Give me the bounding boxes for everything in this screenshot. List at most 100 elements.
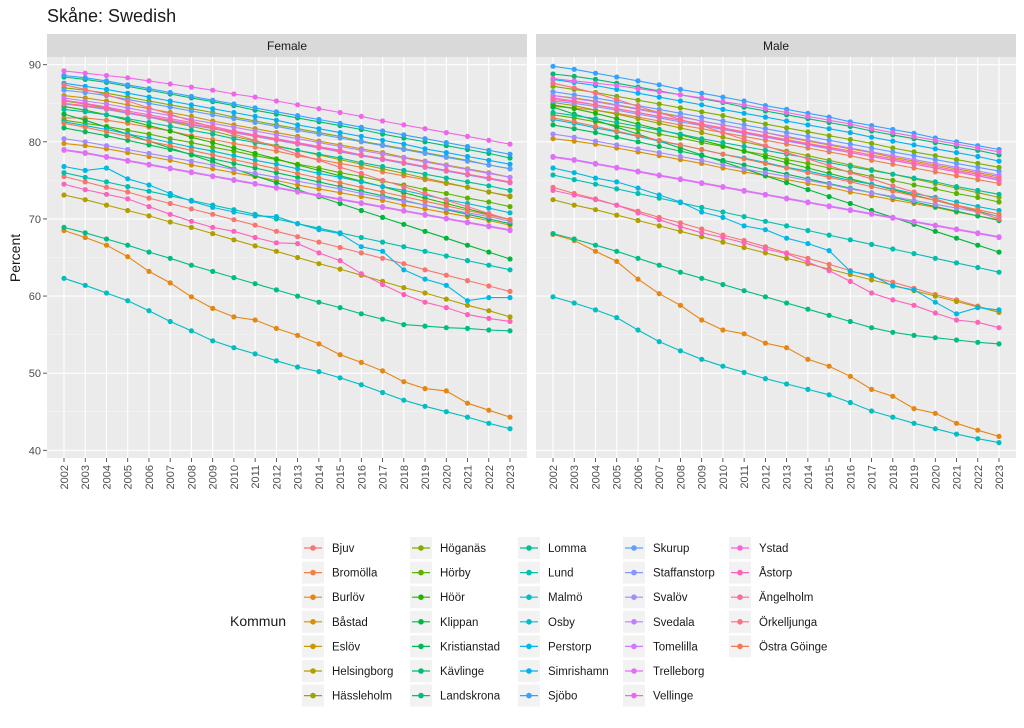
data-point — [996, 168, 1002, 174]
data-point — [869, 145, 875, 151]
data-point — [932, 410, 938, 416]
data-point — [911, 332, 917, 338]
facet-panel-male: Male 2002 2003 2004 2005 2006 2007 2008 2009 2010… — [536, 34, 1016, 489]
data-point — [656, 223, 662, 229]
x-tick-label: 2015 — [335, 465, 347, 489]
data-point — [337, 305, 343, 311]
data-point — [932, 255, 938, 261]
series-line-Höör — [63, 105, 511, 221]
data-point — [741, 156, 747, 162]
data-point — [762, 218, 769, 224]
x-tick-label: 2008 — [186, 465, 198, 489]
x-tick-label: 2012 — [760, 465, 772, 489]
data-point — [932, 293, 938, 299]
data-point — [273, 170, 279, 176]
data-point — [550, 76, 556, 82]
data-point — [380, 204, 386, 210]
data-point — [720, 113, 726, 119]
data-point — [996, 433, 1002, 439]
data-point — [890, 297, 896, 303]
series-line-Örkelljunga — [63, 84, 511, 221]
data-point — [996, 325, 1002, 331]
series-line-Helsingborg — [63, 194, 511, 318]
data-point — [337, 155, 343, 161]
data-point — [82, 124, 88, 130]
data-point — [295, 254, 301, 261]
data-point — [847, 373, 853, 379]
data-point — [61, 87, 67, 93]
series-line-Kävlinge — [63, 76, 511, 159]
data-point — [741, 136, 747, 143]
data-point — [231, 237, 237, 243]
data-point — [464, 325, 471, 331]
y-tick-label: 60 — [29, 291, 41, 303]
data-point — [422, 267, 428, 273]
data-point — [380, 177, 386, 183]
data-point — [826, 232, 832, 238]
data-point — [507, 267, 513, 273]
data-point — [847, 268, 853, 274]
data-point — [932, 335, 938, 341]
series-line-Bromölla — [552, 105, 1000, 185]
legend-item: Båstad — [302, 610, 368, 633]
legend-key-point — [737, 569, 743, 576]
data-point — [316, 239, 322, 245]
data-point — [677, 142, 684, 148]
data-point — [953, 337, 960, 343]
data-point — [146, 94, 152, 100]
data-point — [188, 170, 194, 176]
data-point — [592, 76, 599, 82]
data-point — [699, 180, 705, 187]
data-point — [975, 177, 981, 183]
data-point — [401, 141, 407, 147]
data-point — [295, 364, 301, 370]
data-point — [550, 115, 556, 121]
data-point — [316, 250, 322, 256]
facet-panels: 40 50 60 70 80 90 Female 2002 2003 2004 2005 2006 20… — [29, 34, 1016, 489]
data-point — [167, 104, 173, 110]
data-point — [762, 106, 769, 112]
data-point — [635, 109, 641, 116]
data-point — [699, 204, 705, 210]
legend-item: Malmö — [518, 586, 583, 609]
legend-label: Skurup — [653, 543, 689, 555]
data-point — [699, 109, 705, 115]
series-line-Svedala — [552, 95, 1000, 176]
data-point — [82, 103, 88, 109]
data-point — [146, 204, 152, 210]
data-point — [592, 307, 599, 313]
data-point — [273, 228, 279, 234]
data-point — [380, 137, 386, 143]
legend-key-point — [310, 545, 316, 551]
data-point — [464, 258, 471, 264]
legend-item: Hörby — [410, 561, 471, 584]
data-point — [720, 162, 726, 168]
data-point — [401, 160, 407, 166]
data-point — [550, 197, 556, 203]
data-point — [273, 161, 279, 167]
data-point — [571, 126, 577, 132]
data-point — [401, 194, 407, 200]
data-point — [975, 339, 981, 345]
legend-item: Burlöv — [302, 586, 365, 609]
data-point — [826, 312, 832, 318]
data-point — [443, 180, 449, 186]
data-point — [741, 244, 747, 251]
data-point — [380, 255, 386, 261]
data-point — [443, 167, 449, 173]
series-line-Hörby — [552, 114, 1000, 203]
data-point — [316, 186, 322, 192]
data-point — [82, 187, 88, 193]
series-line-Örkelljunga — [552, 82, 1000, 220]
data-point — [720, 157, 726, 163]
data-point — [61, 173, 67, 180]
data-point — [231, 345, 237, 351]
data-point — [614, 119, 620, 126]
data-point — [869, 325, 875, 331]
data-point — [125, 184, 131, 190]
series-line-Ängelholm — [552, 98, 1000, 179]
series-line-Sjöbo — [63, 74, 511, 155]
data-point — [61, 106, 67, 112]
data-point — [188, 84, 194, 90]
data-point — [358, 234, 364, 241]
